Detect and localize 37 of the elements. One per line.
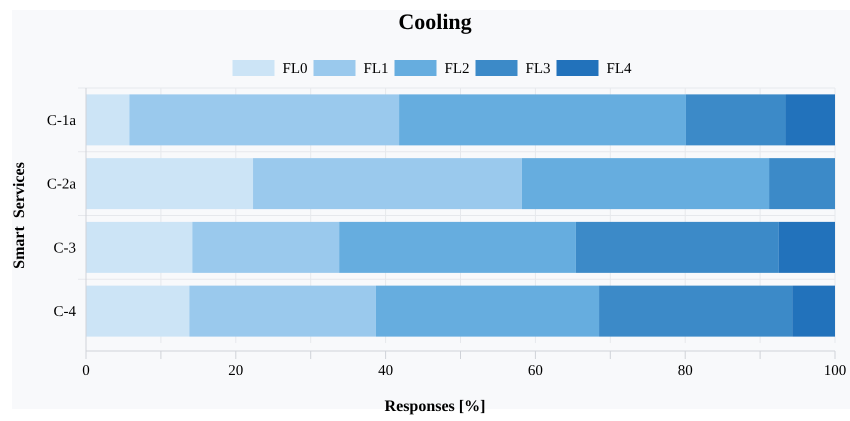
x-axis-title: Responses [%] bbox=[384, 398, 486, 415]
y-tick-label: C-3 bbox=[54, 240, 76, 256]
bar bbox=[86, 286, 190, 337]
bar bbox=[189, 286, 376, 337]
y-tick-label: C-2a bbox=[46, 176, 76, 193]
legend-label: FL4 bbox=[606, 61, 632, 77]
bar bbox=[576, 222, 779, 273]
bar bbox=[522, 158, 770, 210]
bar bbox=[399, 94, 686, 146]
bar bbox=[253, 158, 522, 210]
y-axis-title: Smart Services bbox=[11, 162, 28, 269]
chart-title: Cooling bbox=[398, 9, 472, 34]
y-tick-label: C-4 bbox=[54, 304, 76, 320]
bar bbox=[769, 158, 835, 210]
bar bbox=[86, 222, 192, 273]
x-tick-label: 80 bbox=[678, 363, 693, 379]
bar bbox=[86, 94, 130, 146]
bar bbox=[192, 222, 340, 273]
bar bbox=[376, 286, 600, 337]
x-tick-label: 40 bbox=[378, 363, 394, 379]
x-tick-label: 60 bbox=[528, 363, 543, 379]
legend-label: FL3 bbox=[526, 61, 551, 77]
x-tick-label: 0 bbox=[82, 363, 90, 379]
bar bbox=[129, 94, 400, 146]
bar bbox=[786, 94, 835, 146]
bar bbox=[686, 94, 786, 146]
bar bbox=[339, 222, 576, 273]
x-tick-label: 100 bbox=[824, 363, 846, 379]
bar bbox=[792, 286, 835, 337]
bar bbox=[86, 158, 254, 210]
bar bbox=[599, 286, 792, 337]
bar bbox=[778, 222, 835, 273]
legend-label: FL0 bbox=[282, 61, 308, 77]
legend-label: FL2 bbox=[444, 61, 470, 77]
x-tick-label: 20 bbox=[228, 363, 244, 379]
y-tick-label: C-1a bbox=[46, 112, 76, 129]
legend-label: FL1 bbox=[364, 61, 389, 77]
